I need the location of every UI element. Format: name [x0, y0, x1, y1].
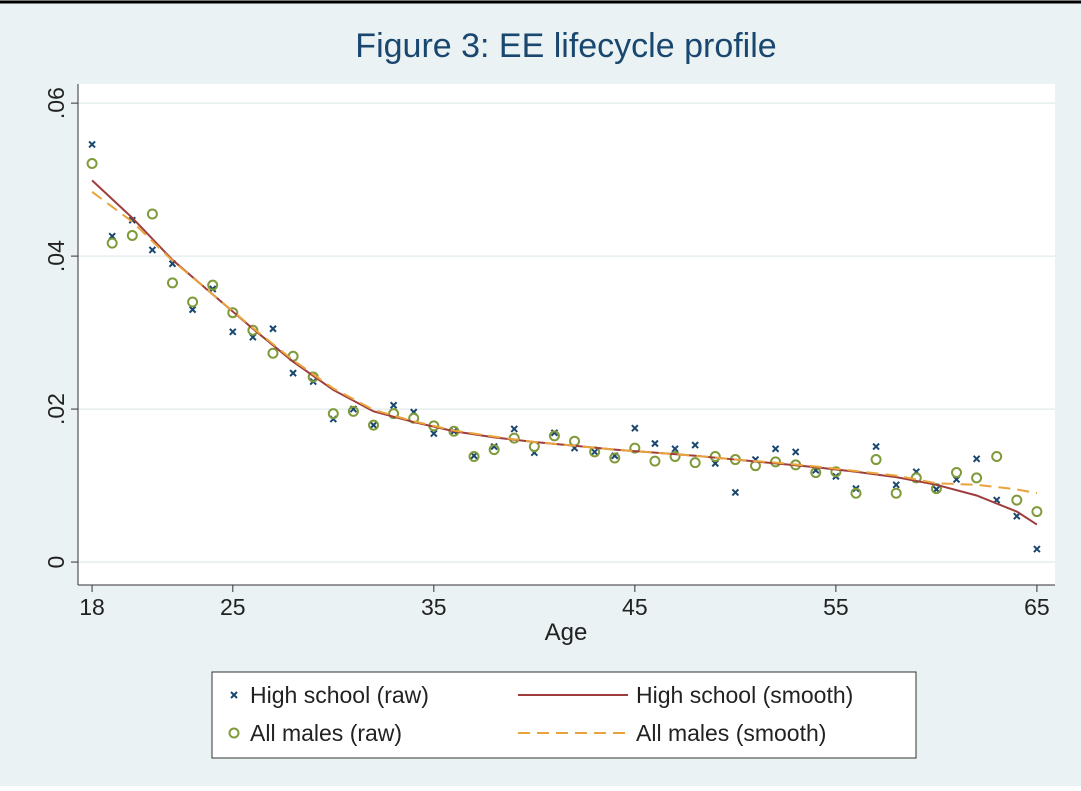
marker-circle: [649, 455, 661, 467]
marker-x: [1033, 545, 1041, 553]
smooth-line: [91, 191, 1038, 495]
legend-box: [211, 671, 917, 759]
marker-circle: [247, 324, 259, 336]
legend-label: High school (raw): [250, 682, 429, 708]
y-tick-label: .04: [43, 240, 69, 272]
marker-x: [188, 305, 197, 314]
plot-area: [78, 84, 1055, 585]
marker-x: [470, 452, 478, 460]
marker-circle: [146, 208, 158, 220]
marker-circle: [86, 158, 98, 170]
marker-circle: [770, 456, 782, 468]
marker-x: [148, 246, 157, 254]
marker-circle: [327, 408, 339, 420]
marker-x: [731, 488, 740, 497]
marker-x: [651, 439, 659, 448]
marker-circle: [347, 405, 359, 417]
y-tick-label: 0: [43, 556, 69, 569]
marker-x: [128, 216, 136, 224]
marker-circle: [187, 296, 199, 308]
marker-x: [229, 328, 237, 336]
legend-symbol: [230, 691, 238, 699]
marker-circle: [870, 454, 882, 466]
marker-x: [872, 442, 880, 451]
legend-label: High school (smooth): [636, 682, 853, 708]
marker-x: [671, 445, 679, 453]
marker-circle: [106, 237, 118, 249]
marker-circle: [166, 277, 178, 289]
y-tick-label: .06: [43, 87, 69, 119]
marker-x: [691, 441, 699, 449]
marker-x: [791, 448, 800, 456]
x-tick-label: 35: [421, 594, 447, 620]
marker-circle: [1011, 494, 1023, 506]
marker-x: [892, 481, 900, 489]
marker-circle: [468, 450, 480, 462]
marker-x: [289, 369, 297, 377]
x-tick-label: 65: [1024, 594, 1050, 620]
marker-circle: [1031, 506, 1043, 518]
legend-label: All males (smooth): [636, 720, 826, 746]
marker-circle: [207, 279, 219, 291]
marker-x: [269, 325, 277, 333]
marker-x: [389, 401, 398, 409]
marker-x: [430, 429, 438, 438]
legend-symbol: [228, 727, 240, 739]
x-tick-label: 55: [823, 594, 849, 620]
marker-x: [88, 140, 96, 149]
marker-circle: [548, 430, 560, 442]
marker-circle: [227, 307, 239, 319]
marker-x: [631, 424, 639, 432]
marker-circle: [971, 472, 983, 484]
marker-circle: [950, 467, 962, 479]
marker-circle: [850, 487, 862, 499]
marker-circle: [267, 347, 279, 359]
marker-circle: [488, 444, 500, 456]
marker-circle: [629, 442, 641, 454]
marker-x: [369, 421, 378, 429]
marker-circle: [368, 419, 380, 431]
marker-circle: [669, 450, 681, 462]
x-tick-label: 18: [79, 594, 105, 620]
marker-x: [590, 448, 599, 456]
marker-x: [510, 425, 518, 433]
legend-label: All males (raw): [250, 720, 402, 746]
marker-x: [1013, 512, 1021, 520]
marker-circle: [689, 457, 701, 469]
marker-circle: [890, 487, 902, 499]
x-tick-label: 45: [622, 594, 648, 620]
marker-circle: [126, 229, 138, 241]
y-tick-label: .02: [43, 393, 69, 425]
chart-title: Figure 3: EE lifecycle profile: [355, 27, 776, 65]
marker-circle: [609, 452, 621, 464]
x-axis-label: Age: [545, 619, 588, 646]
marker-x: [972, 455, 981, 463]
marker-x: [932, 485, 941, 494]
x-tick-label: 25: [220, 594, 246, 620]
marker-x: [771, 445, 780, 453]
marker-circle: [388, 408, 400, 420]
marker-circle: [991, 450, 1003, 462]
marker-circle: [830, 466, 842, 478]
